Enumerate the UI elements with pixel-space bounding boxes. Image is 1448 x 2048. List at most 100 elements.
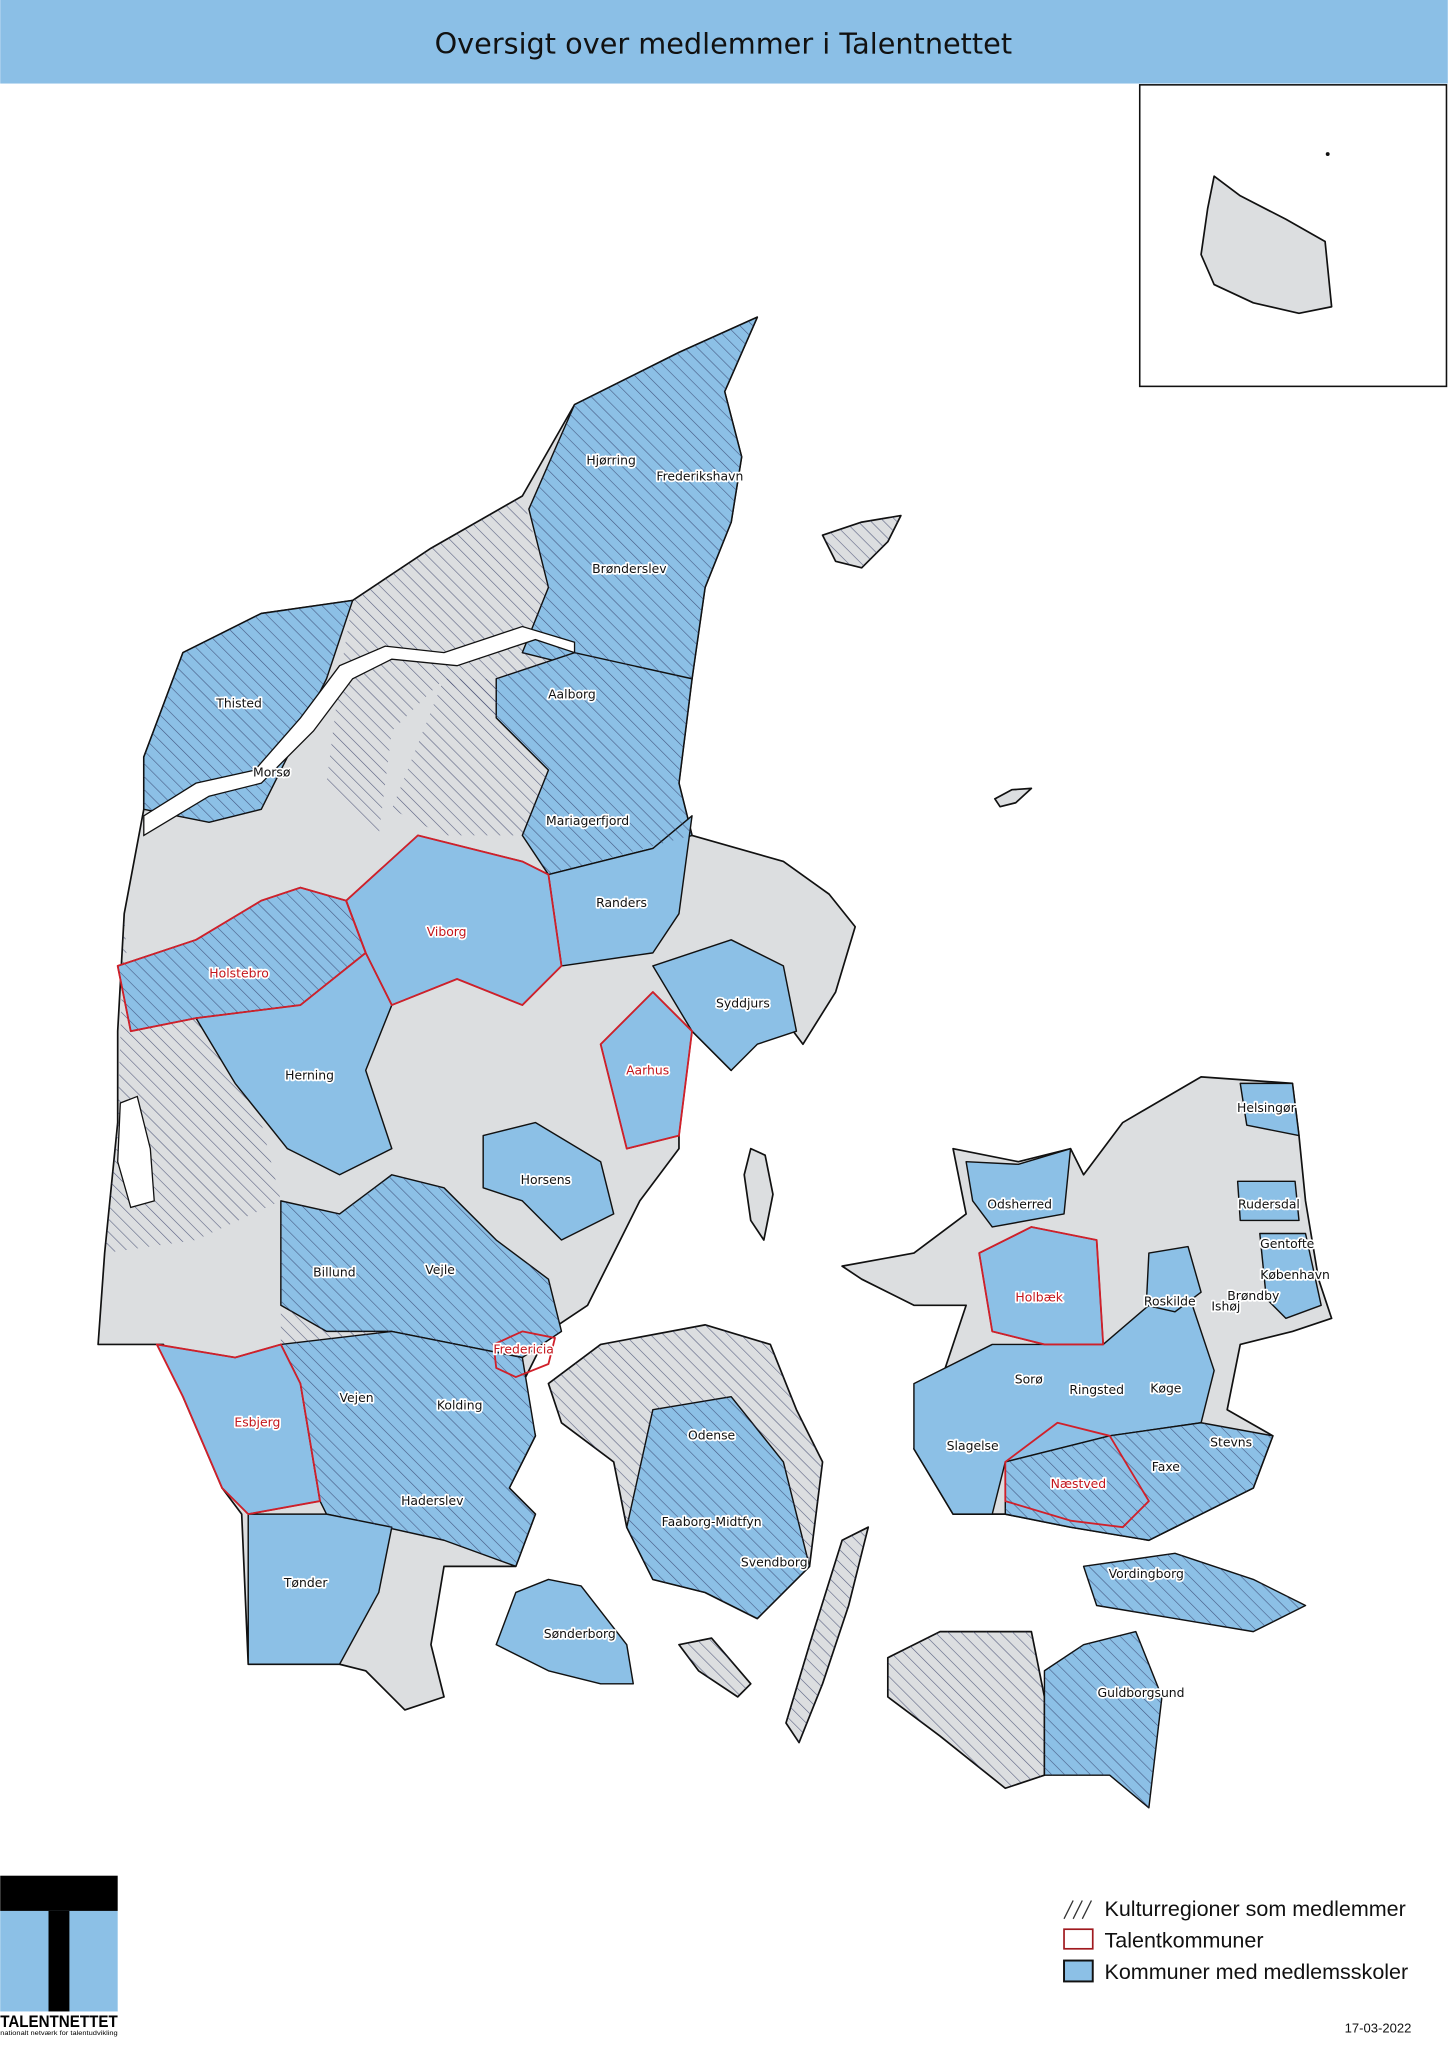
label-odsherred: Odsherred xyxy=(987,1197,1052,1212)
label-svendborg: Svendborg xyxy=(741,1554,808,1569)
label-aalborg: Aalborg xyxy=(548,686,596,701)
kulturregion-hatch-trekant xyxy=(280,1174,562,1567)
label-koge: Køge xyxy=(1150,1381,1181,1396)
label-holstebro: Holstebro xyxy=(209,966,269,981)
legend-item-medlemsskoler: Kommuner med medlemsskoler xyxy=(1063,1959,1408,1984)
legend-label: Kommuner med medlemsskoler xyxy=(1104,1960,1408,1984)
zealand xyxy=(841,1076,1333,1542)
label-slagelse: Slagelse xyxy=(947,1438,999,1453)
anholt-island xyxy=(993,787,1033,808)
label-brondby: Brøndby xyxy=(1227,1288,1279,1303)
aero-hatch xyxy=(678,1638,751,1697)
talent-outline-holstebro xyxy=(116,886,367,1033)
label-aarhus: Aarhus xyxy=(626,1062,669,1077)
municipality-roskilde xyxy=(1145,1245,1202,1313)
laeso-hatch xyxy=(822,515,901,568)
limfjord xyxy=(143,625,576,837)
kulturregion-hatch-thisted xyxy=(143,600,353,823)
label-fredericia: Fredericia xyxy=(493,1342,554,1357)
talent-outline-aarhus xyxy=(599,991,693,1150)
falster-hatch xyxy=(1044,1631,1162,1808)
red-outline-swatch-icon xyxy=(1063,1928,1094,1950)
sonderborg-island xyxy=(495,1578,635,1685)
label-frederikshavn: Frederikshavn xyxy=(656,468,743,483)
kulturregion-hatch-sydsjaelland xyxy=(1005,1422,1273,1541)
label-kolding: Kolding xyxy=(437,1398,483,1413)
hatch-swatch-icon xyxy=(1063,1900,1093,1920)
label-ishoj: Ishøj xyxy=(1211,1299,1240,1314)
logo-tagline: nationalt netværk for talentudvikling xyxy=(0,2030,118,2037)
label-vordingborg: Vordingborg xyxy=(1109,1566,1184,1581)
logo-name: TALENTNETTET xyxy=(0,2013,118,2031)
label-odense: Odense xyxy=(688,1428,735,1443)
label-roskilde: Roskilde xyxy=(1144,1293,1196,1308)
label-randers: Randers xyxy=(596,895,647,910)
legend-label: Kulturregioner som medlemmer xyxy=(1104,1897,1405,1921)
label-haderslev: Haderslev xyxy=(401,1493,463,1508)
label-bronderslev: Brønderslev xyxy=(592,561,666,576)
kulturregion-hatch-funen xyxy=(548,1324,823,1619)
title-bar: Oversigt over medlemmer i Talentnettet xyxy=(0,0,1448,84)
label-sonderborg: Sønderborg xyxy=(544,1626,616,1641)
legend-label: Talentkommuner xyxy=(1104,1928,1263,1952)
legend-item-talentkommuner: Talentkommuner xyxy=(1063,1928,1264,1952)
municipality-labels: Hjørring Frederikshavn Brønderslev Thist… xyxy=(208,451,1332,1702)
label-guldborgsund: Guldborgsund xyxy=(1098,1685,1185,1700)
label-horsens: Horsens xyxy=(521,1172,571,1187)
lolland-hatch xyxy=(887,1631,1045,1789)
talent-outline-esbjerg xyxy=(155,1343,321,1516)
label-ringsted: Ringsted xyxy=(1069,1382,1124,1397)
jutland xyxy=(97,316,857,1711)
label-helsingor: Helsingør xyxy=(1237,1100,1297,1115)
talent-outline-fredericia xyxy=(492,1330,556,1378)
label-kobenhavn: København xyxy=(1260,1267,1330,1282)
label-stevns: Stevns xyxy=(1210,1434,1252,1449)
talent-outline-holbaek xyxy=(978,1226,1105,1346)
map-date: 17-03-2022 xyxy=(1345,2020,1412,2035)
municipality-rudersdal xyxy=(1236,1180,1300,1222)
label-rudersdal: Rudersdal xyxy=(1238,1197,1300,1212)
label-naestved: Næstved xyxy=(1051,1476,1107,1491)
municipality-tonder xyxy=(247,1513,393,1665)
label-faxe: Faxe xyxy=(1152,1459,1180,1474)
langeland-hatch xyxy=(786,1527,869,1743)
kulturregion-hatch-north xyxy=(326,496,549,836)
label-viborg: Viborg xyxy=(427,924,467,939)
label-mariagerfjord: Mariagerfjord xyxy=(546,813,629,828)
municipality-syddjurs xyxy=(652,939,798,1072)
west-coast-fjord xyxy=(117,1095,155,1209)
label-vejen: Vejen xyxy=(340,1390,374,1405)
bornholm-inset xyxy=(1138,84,1448,388)
label-vejle: Vejle xyxy=(425,1262,455,1277)
legend: Kulturregioner som medlemmer Talentkommu… xyxy=(1063,1897,1408,1984)
label-faaborg-midtfyn: Faaborg-Midtfyn xyxy=(662,1514,762,1529)
municipality-odsherred xyxy=(965,1147,1072,1228)
funen xyxy=(547,1324,870,1744)
municipality-horsens xyxy=(482,1121,615,1241)
label-gentofte: Gentofte xyxy=(1260,1236,1314,1251)
kulturregion-hatch-north-blue xyxy=(444,317,758,875)
label-hjorring: Hjørring xyxy=(586,453,635,468)
label-holbaek: Holbæk xyxy=(1015,1289,1063,1304)
talent-outline-naestved xyxy=(1004,1421,1150,1529)
label-esbjerg: Esbjerg xyxy=(234,1415,280,1430)
samso-island xyxy=(743,1147,774,1241)
blue-fill-swatch-icon xyxy=(1063,1959,1094,1983)
talent-outline-viborg xyxy=(345,834,563,1006)
label-syddjurs: Syddjurs xyxy=(716,996,770,1011)
bornholm-island xyxy=(1200,175,1333,315)
map-title: Oversigt over medlemmer i Talentnettet xyxy=(435,27,1013,61)
talentnettet-logo: TALENTNETTET nationalt netværk for talen… xyxy=(0,1875,118,2037)
label-thisted: Thisted xyxy=(215,695,262,710)
label-herning: Herning xyxy=(285,1067,334,1082)
mon-hatch xyxy=(1083,1553,1306,1632)
municipality-kobenhavn xyxy=(1259,1232,1322,1320)
municipality-helsingor xyxy=(1239,1082,1300,1137)
label-billund: Billund xyxy=(313,1265,355,1280)
legend-item-kulturregioner: Kulturregioner som medlemmer xyxy=(1063,1897,1406,1921)
label-morso: Morsø xyxy=(253,765,291,780)
label-tonder: Tønder xyxy=(283,1575,328,1590)
label-soro: Sorø xyxy=(1015,1372,1044,1387)
kulturregion-hatch-holstebro xyxy=(117,887,366,1032)
